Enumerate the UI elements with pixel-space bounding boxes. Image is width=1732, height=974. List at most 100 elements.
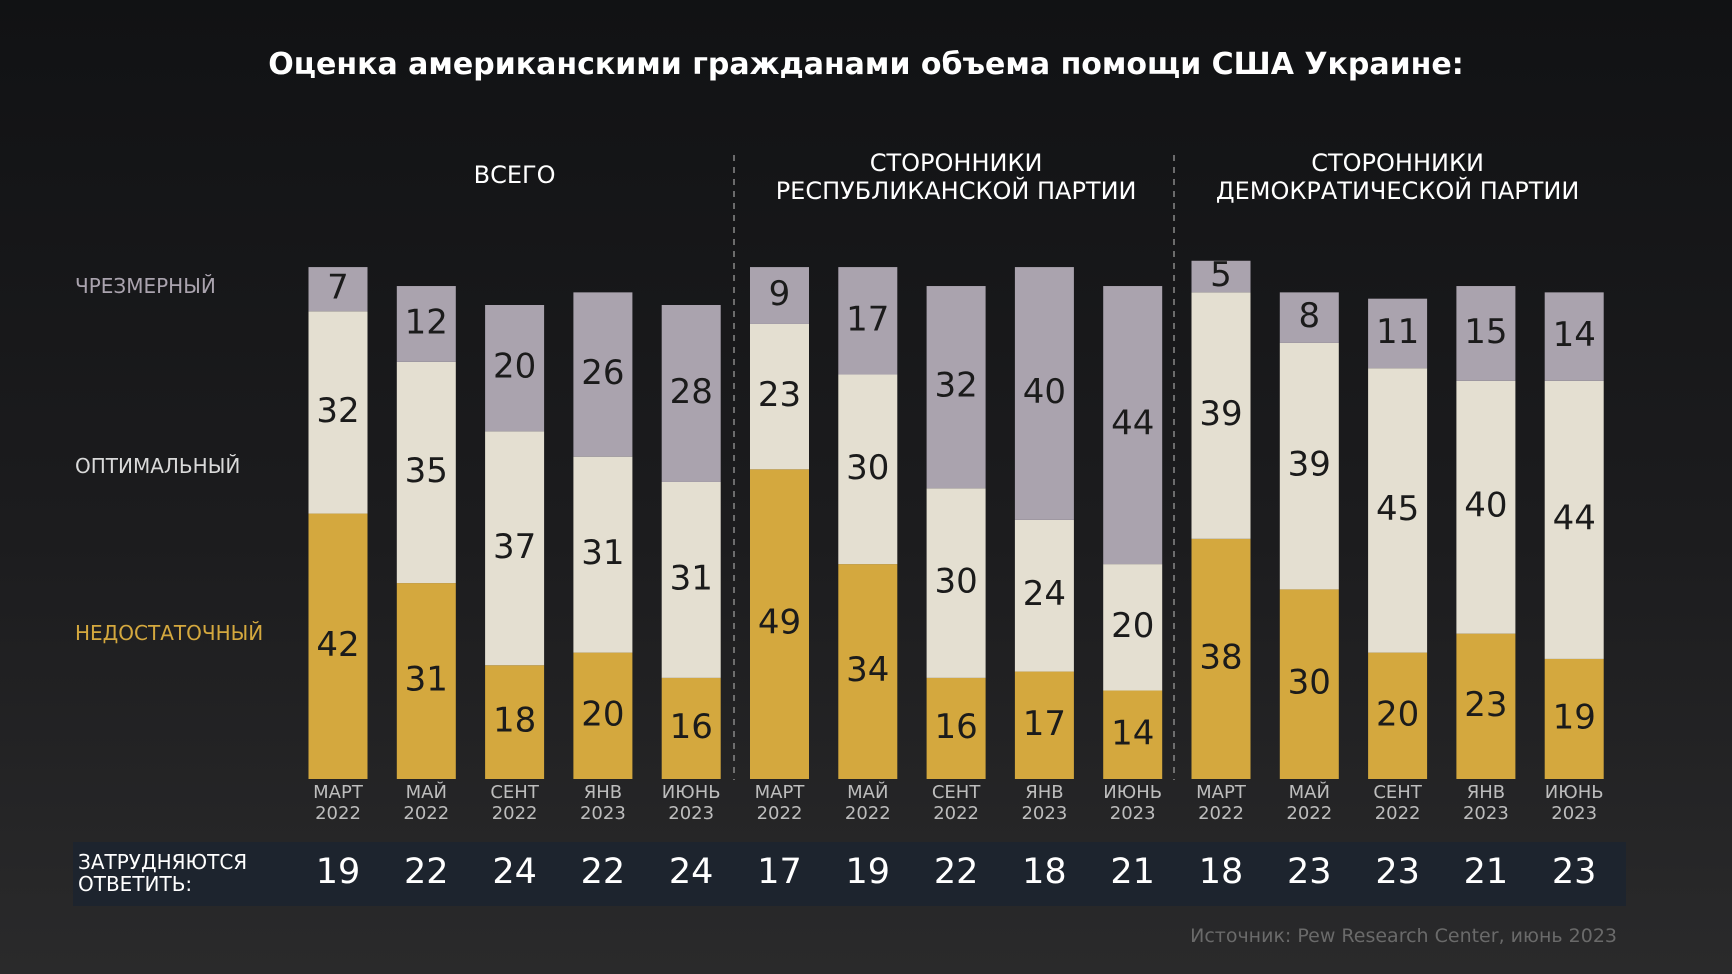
legend-label: ЧРЕЗМЕРНЫЙ	[75, 274, 216, 298]
value-label: 17	[846, 299, 889, 339]
value-label: 44	[1553, 498, 1596, 538]
value-label: 39	[1288, 445, 1331, 485]
bar-segment	[926, 488, 986, 678]
no-answer-value: 24	[492, 852, 537, 892]
bar-segment	[396, 583, 456, 779]
bar-segment	[1456, 286, 1516, 381]
value-label: 14	[1111, 713, 1154, 753]
x-tick-label: МАРТ 2022	[313, 782, 363, 824]
bar-segment	[1279, 342, 1339, 590]
bar-segment	[1191, 292, 1251, 539]
value-label: 23	[1464, 685, 1507, 725]
bar-segment	[1368, 652, 1428, 779]
value-label: 44	[1111, 404, 1154, 444]
no-answer-value: 21	[1463, 852, 1509, 892]
value-label: 7	[327, 268, 349, 308]
no-answer-label: ЗАТРУДНЯЮТСЯ ОТВЕТИТЬ:	[78, 850, 248, 896]
x-tick-label: ИЮНЬ 2023	[661, 782, 721, 824]
value-label: 12	[405, 302, 448, 342]
bar-segment	[750, 469, 809, 779]
bar-segment	[1103, 286, 1163, 565]
value-label: 34	[846, 650, 889, 690]
bar-segment	[1456, 380, 1516, 634]
bar-segment	[661, 305, 721, 482]
value-label: 40	[1464, 486, 1507, 526]
bar-segment	[308, 267, 368, 312]
value-label: 42	[316, 625, 359, 665]
bar-segment	[750, 267, 809, 324]
value-label: 32	[934, 366, 977, 406]
no-answer-value: 17	[757, 852, 802, 892]
value-label: 31	[670, 558, 713, 598]
x-tick-label: МАРТ 2022	[1196, 782, 1246, 824]
x-tick-label: ЯНВ 2023	[579, 782, 626, 824]
value-label: 28	[670, 372, 713, 412]
value-label: 32	[316, 391, 359, 431]
legend-label: ОПТИМАЛЬНЫЙ	[75, 454, 241, 478]
value-label: 14	[1553, 315, 1596, 355]
bar-segment	[485, 431, 545, 666]
bar-segment	[838, 267, 898, 375]
value-label: 8	[1298, 296, 1320, 336]
x-tick-label: ИЮНЬ 2023	[1544, 782, 1604, 824]
value-label: 20	[581, 694, 624, 734]
bar-segment	[1103, 564, 1163, 691]
bar-segment	[1191, 260, 1251, 293]
value-label: 40	[1023, 372, 1066, 412]
bar-segment	[1544, 380, 1604, 659]
no-answer-value: 21	[1110, 852, 1155, 892]
x-tick-label: ЯНВ 2023	[1462, 782, 1509, 824]
no-answer-value: 24	[668, 852, 714, 892]
no-answer-value: 18	[1198, 852, 1244, 892]
value-label: 9	[769, 274, 791, 314]
value-label: 38	[1199, 637, 1242, 677]
bar-segment	[1103, 690, 1163, 779]
value-label: 30	[934, 562, 977, 602]
group-title: СТОРОННИКИ ДЕМОКРАТИЧЕСКОЙ ПАРТИИ	[1215, 149, 1580, 205]
no-answer-value: 19	[315, 852, 361, 892]
x-tick-label: МАЙ 2022	[403, 782, 450, 824]
bar-segment	[396, 286, 456, 362]
value-label: 45	[1376, 489, 1419, 529]
bar-segment	[308, 513, 368, 779]
bar-segment	[1544, 292, 1604, 381]
bar-segment	[485, 305, 545, 432]
value-label: 15	[1464, 312, 1507, 352]
legend-label: НЕДОСТАТОЧНЫЙ	[75, 621, 264, 645]
bar-segment	[308, 311, 368, 514]
group-title: ВСЕГО	[473, 161, 556, 189]
bar-segment	[1191, 538, 1251, 779]
value-label: 24	[1023, 574, 1066, 614]
value-label: 39	[1199, 394, 1242, 434]
value-label: 37	[493, 527, 536, 567]
value-label: 19	[1553, 697, 1596, 737]
bar-segment	[661, 677, 721, 779]
no-answer-value: 22	[933, 852, 979, 892]
value-label: 16	[934, 707, 977, 747]
bar-segment	[1279, 292, 1339, 343]
bar-segment	[750, 323, 809, 470]
bar-segment	[1014, 267, 1074, 520]
value-label: 18	[493, 701, 536, 741]
x-tick-label: МАЙ 2022	[844, 782, 891, 824]
value-label: 30	[1288, 663, 1331, 703]
no-answer-value: 23	[1287, 852, 1332, 892]
bar-segment	[926, 677, 986, 779]
value-label: 31	[405, 660, 448, 700]
no-answer-value: 19	[845, 852, 891, 892]
x-tick-label: ИЮНЬ 2023	[1103, 782, 1163, 824]
source: Источник: Pew Research Center, июнь 2023	[1190, 925, 1617, 947]
bar-segment	[573, 292, 633, 457]
bar-segment	[1279, 589, 1339, 779]
value-label: 35	[405, 451, 448, 491]
no-answer-value: 22	[580, 852, 626, 892]
x-tick-label: СЕНТ 2022	[931, 782, 981, 824]
value-label: 20	[1376, 694, 1419, 734]
x-tick-label: МАЙ 2022	[1286, 782, 1333, 824]
value-label: 23	[758, 375, 801, 415]
chart-title: Оценка американскими гражданами объема п…	[268, 47, 1464, 82]
bar-segment	[1014, 519, 1074, 672]
bar-segment	[1544, 658, 1604, 779]
bar-segment	[926, 286, 986, 489]
